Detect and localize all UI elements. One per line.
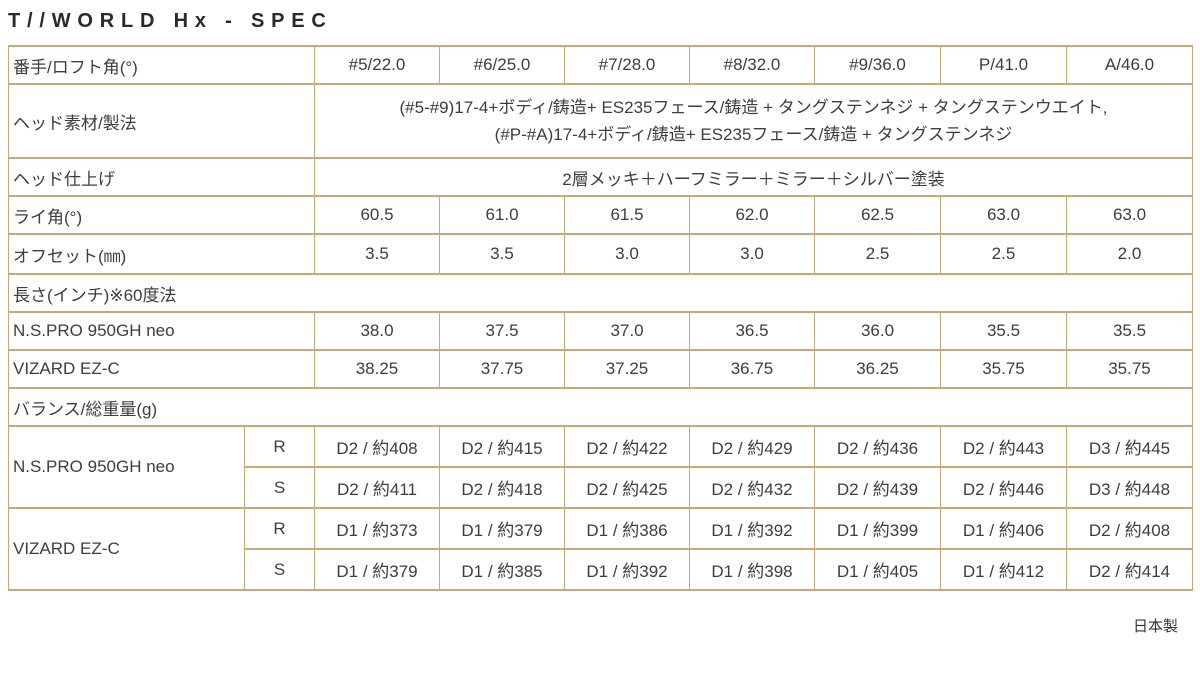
balance-vizard-s-value: D2 / 約414 (1066, 548, 1193, 591)
balance-nspro-r-value: D2 / 約436 (814, 425, 941, 468)
balance-nspro-r-value: D2 / 約408 (314, 425, 440, 468)
balance-vizard-s-value: D1 / 約412 (940, 548, 1067, 591)
country-of-origin: 日本製 (1132, 618, 1178, 635)
material-row-label: ヘッド素材/製法 (8, 83, 315, 159)
material-line-1: (#5-#9)17-4+ボディ/鋳造+ ES235フェース/鋳造 + タングステ… (399, 97, 1108, 117)
length-section-label: 長さ(インチ)※60度法 (8, 273, 1193, 313)
spec-table: 番手/ロフト角(°) #5/22.0 #6/25.0 #7/28.0 #8/32… (8, 45, 1193, 591)
lie-angle-value: 62.5 (814, 195, 941, 235)
length-nspro-row: N.S.PRO 950GH neo 38.0 37.5 37.0 36.5 36… (8, 311, 1193, 351)
balance-vizard-s-row: S D1 / 約379 D1 / 約385 D1 / 約392 D1 / 約39… (9, 548, 1193, 591)
balance-nspro-r-value: D2 / 約422 (564, 425, 690, 468)
balance-nspro-s-value: D2 / 約418 (439, 466, 565, 509)
finish-row-label: ヘッド仕上げ (8, 157, 315, 197)
balance-vizard-r-value: D1 / 約406 (940, 507, 1067, 550)
offset-value: 2.5 (940, 233, 1067, 275)
offset-value: 2.0 (1066, 233, 1193, 275)
balance-vizard-s-value: D1 / 約405 (814, 548, 941, 591)
material-line-2: (#P-#A)17-4+ボディ/鋳造+ ES235フェース/鋳造 + タングステ… (494, 125, 1013, 144)
finish-row-value: 2層メッキ＋ハーフミラー＋ミラー＋シルバー塗装 (314, 157, 1193, 197)
lie-angle-value: 60.5 (314, 195, 440, 235)
balance-vizard-s-value: D1 / 約379 (314, 548, 440, 591)
length-nspro-value: 35.5 (1066, 311, 1193, 351)
flex-label-r: R (244, 425, 315, 468)
material-row-value: (#5-#9)17-4+ボディ/鋳造+ ES235フェース/鋳造 + タングステ… (314, 83, 1193, 159)
length-vizard-row: VIZARD EZ-C 38.25 37.75 37.25 36.75 36.2… (8, 349, 1193, 389)
material-row: ヘッド素材/製法 (#5-#9)17-4+ボディ/鋳造+ ES235フェース/鋳… (8, 83, 1193, 159)
balance-nspro-s-value: D2 / 約411 (314, 466, 440, 509)
lie-angle-row: ライ角(°) 60.5 61.0 61.5 62.0 62.5 63.0 63.… (8, 195, 1193, 235)
length-vizard-value: 35.75 (940, 349, 1067, 389)
col-header-8: #8/32.0 (689, 45, 815, 85)
balance-vizard-r-value: D2 / 約408 (1066, 507, 1193, 550)
finish-row: ヘッド仕上げ 2層メッキ＋ハーフミラー＋ミラー＋シルバー塗装 (8, 157, 1193, 197)
lie-angle-value: 63.0 (1066, 195, 1193, 235)
balance-vizard-r-value: D1 / 約379 (439, 507, 565, 550)
length-vizard-value: 35.75 (1066, 349, 1193, 389)
balance-nspro-r-value: D3 / 約445 (1066, 425, 1193, 468)
balance-vizard-r-value: D1 / 約392 (689, 507, 815, 550)
length-section-row: 長さ(インチ)※60度法 (8, 273, 1193, 313)
flex-label-s: S (244, 466, 315, 509)
offset-label: オフセット(㎜) (8, 233, 315, 275)
balance-nspro-s-value: D3 / 約448 (1066, 466, 1193, 509)
lie-angle-value: 61.0 (439, 195, 565, 235)
col-header-5: #5/22.0 (314, 45, 440, 85)
offset-value: 2.5 (814, 233, 941, 275)
col-header-7: #7/28.0 (564, 45, 690, 85)
lie-angle-value: 62.0 (689, 195, 815, 235)
length-nspro-value: 38.0 (314, 311, 440, 351)
col-header-9: #9/36.0 (814, 45, 941, 85)
header-row: 番手/ロフト角(°) #5/22.0 #6/25.0 #7/28.0 #8/32… (8, 45, 1193, 85)
balance-nspro-r-value: D2 / 約429 (689, 425, 815, 468)
balance-vizard-r-value: D1 / 約386 (564, 507, 690, 550)
balance-nspro-s-value: D2 / 約425 (564, 466, 690, 509)
spec-page: T//WORLD Hx - SPEC 番手/ロフト角(°) #5/22.0 #6… (8, 10, 1193, 635)
offset-value: 3.5 (439, 233, 565, 275)
header-row-label: 番手/ロフト角(°) (8, 45, 315, 85)
length-vizard-value: 37.25 (564, 349, 690, 389)
balance-section-row: バランス/総重量(g) (8, 387, 1193, 427)
length-nspro-value: 36.0 (814, 311, 941, 351)
length-nspro-value: 36.5 (689, 311, 815, 351)
flex-label-r: R (244, 507, 315, 550)
col-header-a: A/46.0 (1066, 45, 1193, 85)
length-nspro-value: 37.0 (564, 311, 690, 351)
flex-label-s: S (244, 548, 315, 591)
col-header-p: P/41.0 (940, 45, 1067, 85)
balance-nspro-s-value: D2 / 約446 (940, 466, 1067, 509)
balance-section-label: バランス/総重量(g) (8, 387, 1193, 427)
offset-value: 3.5 (314, 233, 440, 275)
balance-nspro-label: N.S.PRO 950GH neo (8, 425, 245, 509)
balance-vizard-r-value: D1 / 約373 (314, 507, 440, 550)
balance-nspro-s-value: D2 / 約439 (814, 466, 941, 509)
offset-value: 3.0 (564, 233, 690, 275)
balance-vizard-r-row: VIZARD EZ-C R D1 / 約373 D1 / 約379 D1 / 約… (8, 507, 1193, 591)
balance-nspro-s-row: S D2 / 約411 D2 / 約418 D2 / 約425 D2 / 約43… (9, 466, 1193, 509)
balance-nspro-r-value: D2 / 約443 (940, 425, 1067, 468)
balance-vizard-r-value: D1 / 約399 (814, 507, 941, 550)
balance-vizard-label: VIZARD EZ-C (8, 507, 245, 591)
length-vizard-label: VIZARD EZ-C (8, 349, 315, 389)
length-vizard-value: 38.25 (314, 349, 440, 389)
length-vizard-value: 36.75 (689, 349, 815, 389)
length-vizard-value: 36.25 (814, 349, 941, 389)
offset-row: オフセット(㎜) 3.5 3.5 3.0 3.0 2.5 2.5 2.0 (8, 233, 1193, 275)
lie-angle-label: ライ角(°) (8, 195, 315, 235)
balance-nspro-s-value: D2 / 約432 (689, 466, 815, 509)
balance-vizard-s-value: D1 / 約398 (689, 548, 815, 591)
page-title: T//WORLD Hx - SPEC (8, 10, 333, 32)
balance-vizard-s-value: D1 / 約392 (564, 548, 690, 591)
balance-vizard-s-value: D1 / 約385 (439, 548, 565, 591)
length-vizard-value: 37.75 (439, 349, 565, 389)
col-header-6: #6/25.0 (439, 45, 565, 85)
balance-nspro-r-value: D2 / 約415 (439, 425, 565, 468)
lie-angle-value: 63.0 (940, 195, 1067, 235)
balance-nspro-r-row: N.S.PRO 950GH neo R D2 / 約408 D2 / 約415 … (8, 425, 1193, 509)
length-nspro-value: 37.5 (439, 311, 565, 351)
offset-value: 3.0 (689, 233, 815, 275)
lie-angle-value: 61.5 (564, 195, 690, 235)
length-nspro-value: 35.5 (940, 311, 1067, 351)
length-nspro-label: N.S.PRO 950GH neo (8, 311, 315, 351)
